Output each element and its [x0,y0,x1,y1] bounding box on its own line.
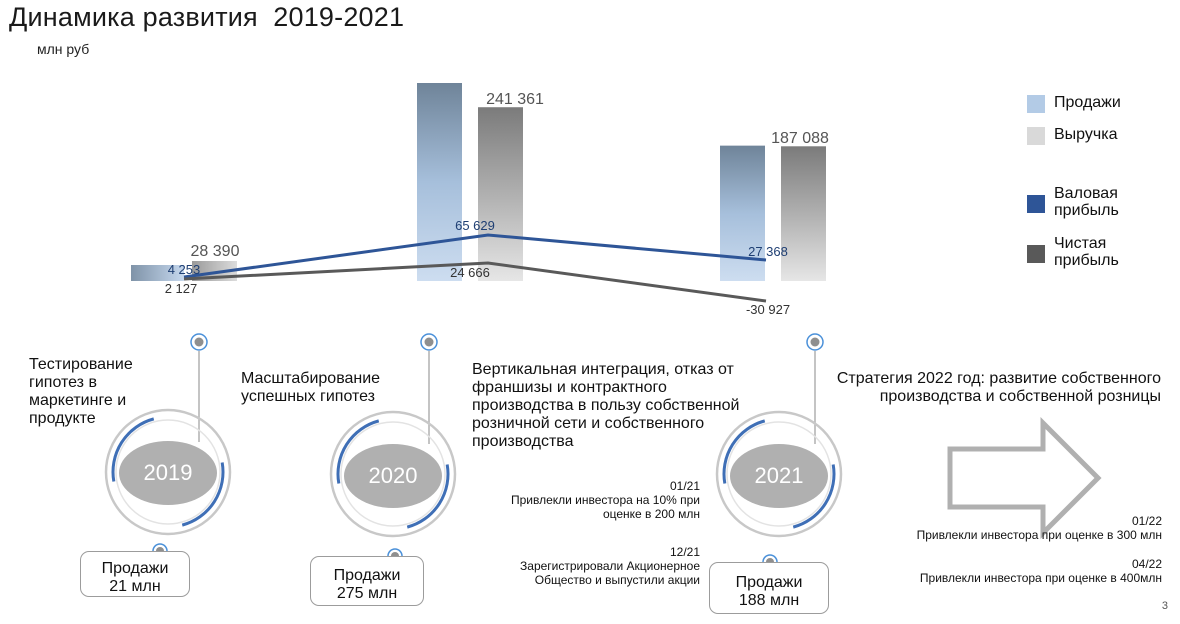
legend-swatch [1027,95,1045,113]
legend-item-sales: Продажи [1027,94,1134,113]
data-label-gross-profit-2020: 65 629 [455,218,495,233]
data-label-net-profit-2019: 2 127 [165,281,198,296]
data-label-revenue-2021: 187 088 [771,130,829,147]
bar-revenue-2020 [478,107,523,281]
legend-item-net-profit: Чистая прибыль [1027,235,1124,269]
data-label-revenue-2020: 241 361 [486,91,544,108]
strategy-2022-text: Стратегия 2022 год: развитие собственног… [836,370,1161,405]
data-label-net-profit-2020: 24 666 [450,265,490,280]
bar-revenue-2021 [781,146,826,281]
phase-2020-description: Масштабирование успешных гипотез [241,370,381,405]
year-badge-2019: 2019 [119,441,217,505]
bar-sales-2019 [131,265,184,281]
phase-2021-description: Вертикальная интеграция, отказ от франши… [472,361,740,450]
legend-item-revenue: Выручка [1027,126,1134,145]
event-date: 01/22 [1131,514,1162,528]
data-label-gross-profit-2021: 27 368 [748,244,788,259]
sales-box-2021: Продажи 188 млн [709,562,829,614]
event-2022-04: 04/22 Привлекли инвестора при оценке в 4… [840,557,1162,585]
legend-swatch [1027,195,1045,213]
sales-2019-text: Продажи 21 млн [101,560,169,595]
event-2022-01: 01/22 Привлекли инвестора при оценке в 3… [840,514,1162,542]
event-text: Привлекли инвестора при оценке в 300 млн [916,528,1162,542]
legend-label: Продажи [1054,94,1121,111]
bar-sales-2020 [417,83,462,281]
data-label-revenue-2019: 28 390 [191,243,240,260]
legend-swatch [1027,245,1045,263]
event-2021-01: 01/21 Привлекли инвестора на 10% при оце… [480,479,700,521]
year-badge-2021: 2021 [730,444,828,508]
legend-label: Выручка [1054,126,1118,143]
phase-2019-description: Тестирование гипотез в маркетинге и прод… [29,356,133,427]
event-date: 04/22 [1131,557,1162,571]
data-label-gross-profit-2019: 4 253 [168,262,201,277]
event-text: Привлекли инвестора на 10% при оценке в … [510,493,700,521]
page-number: 3 [1161,600,1168,612]
event-date: 01/21 [669,479,700,493]
sales-box-2019: Продажи 21 млн [80,551,190,597]
legend-item-gross-profit: Валовая прибыль [1027,185,1124,219]
sales-2021-text: Продажи 188 млн [735,574,803,609]
legend-label: Чистая прибыль [1054,235,1119,269]
event-2021-12: 12/21 Зарегистрировали Акционерное Общес… [500,545,700,587]
event-text: Зарегистрировали Акционерное Общество и … [520,559,700,587]
event-text: Привлекли инвестора при оценке в 400млн [919,571,1162,585]
year-badge-2020: 2020 [344,444,442,508]
legend-swatch [1027,127,1045,145]
sales-2020-text: Продажи 275 млн [333,567,401,602]
unit-subtitle: млн руб [37,41,90,57]
page-title: Динамика развития 2019-2021 [9,2,405,32]
data-label-net-profit-2021: -30 927 [746,302,790,317]
event-date: 12/21 [669,545,700,559]
strategy-arrow [947,416,1102,540]
line-gross-profit [183,233,767,279]
line-net-profit [183,261,767,303]
sales-box-2020: Продажи 275 млн [310,556,424,606]
legend-label: Валовая прибыль [1054,185,1119,219]
